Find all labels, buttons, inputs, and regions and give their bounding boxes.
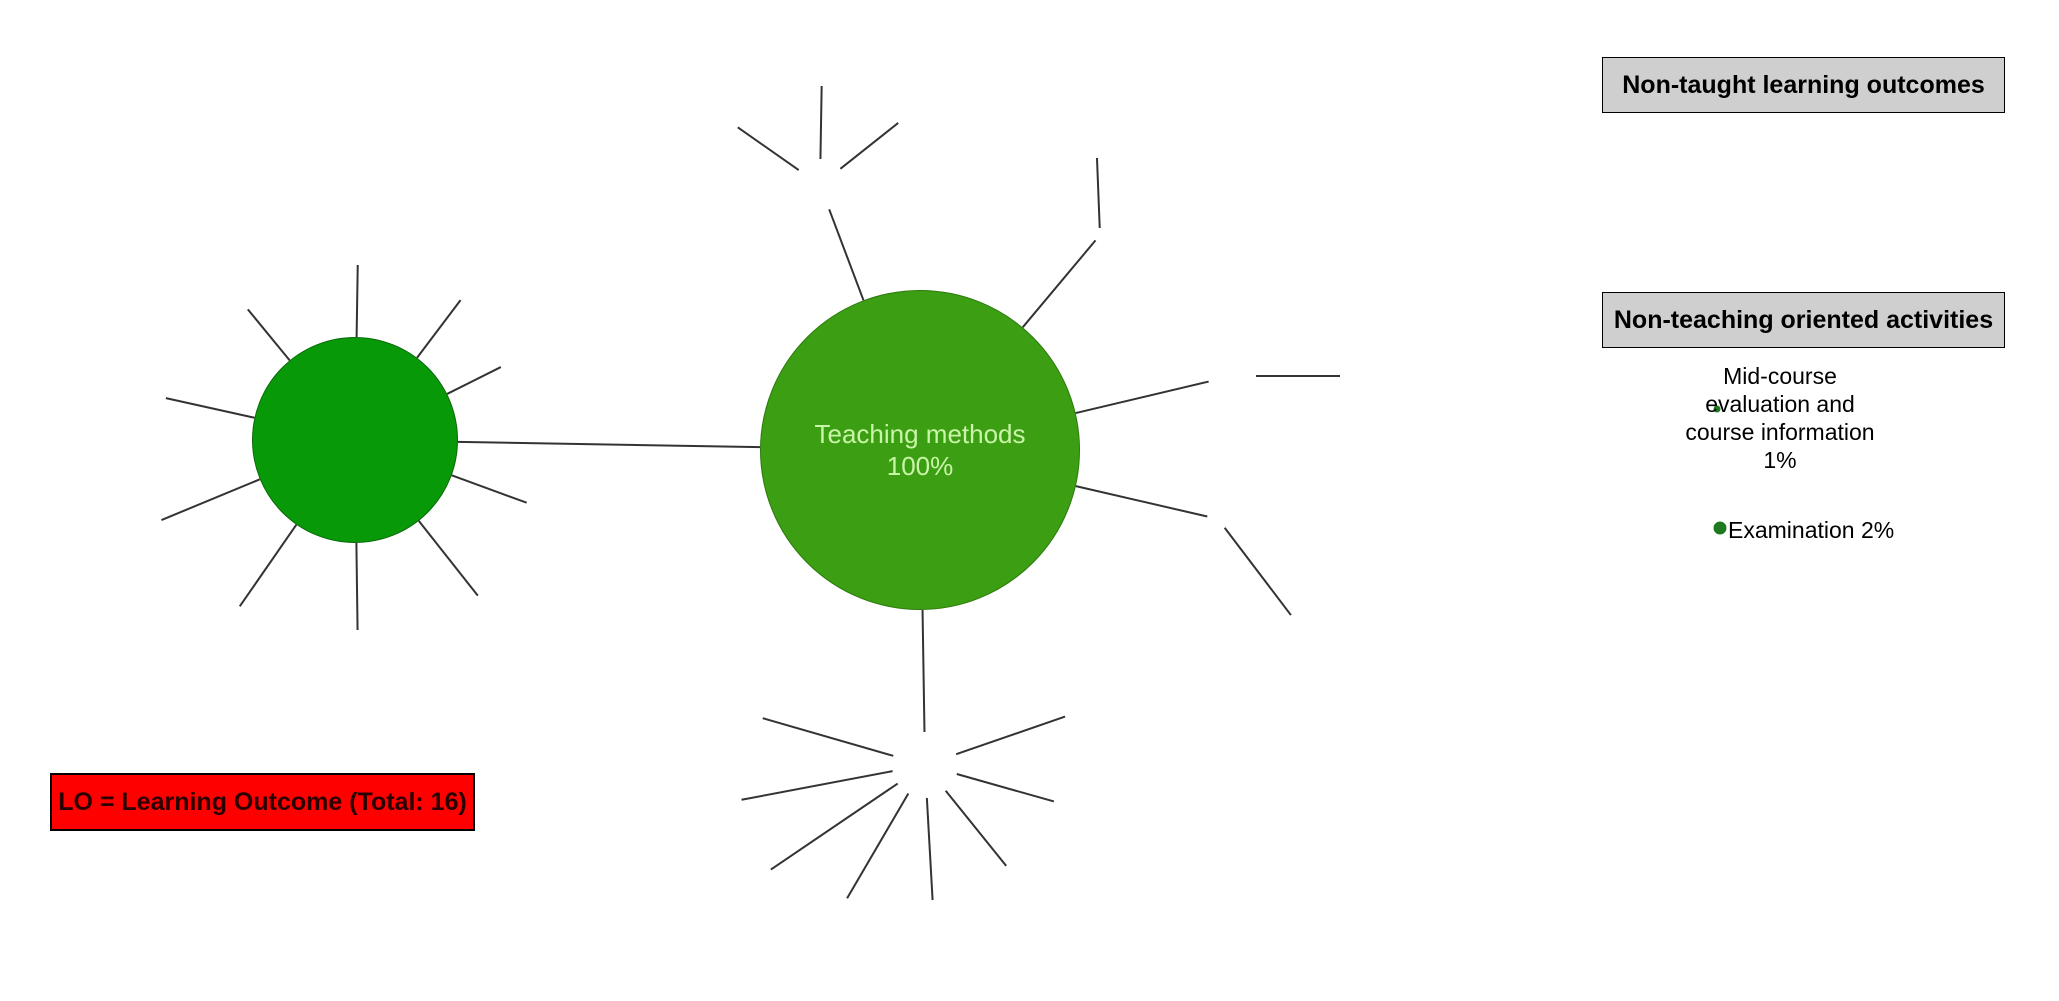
edge-line xyxy=(238,524,298,607)
edge-line xyxy=(1075,485,1208,518)
node-teaching-methods[interactable]: Teaching methods 100% xyxy=(760,290,1080,610)
edge-line xyxy=(418,520,479,597)
edge-line xyxy=(1021,239,1097,328)
edge-line xyxy=(1095,157,1101,229)
legend-midcourse-line1: Mid-course xyxy=(1723,363,1837,389)
edge-line xyxy=(770,782,899,871)
edge-line xyxy=(457,440,761,449)
legend-midcourse-text: Mid-course evaluation and course informa… xyxy=(1615,362,1945,474)
legend-midcourse-line3: course information xyxy=(1685,419,1875,446)
hub-label-line1: Teaching methods xyxy=(814,418,1026,449)
edge-line xyxy=(165,397,255,419)
edge-line xyxy=(762,717,894,757)
midcourse-dot-icon xyxy=(1713,405,1721,413)
edge-line xyxy=(955,715,1066,756)
edge-line xyxy=(161,478,261,521)
edge-line xyxy=(451,474,527,504)
edge-line xyxy=(925,797,934,901)
learning-outcome-key-box: LO = Learning Outcome (Total: 16) xyxy=(50,773,475,831)
edge-line xyxy=(839,122,899,170)
edge-line xyxy=(828,208,865,301)
node-clinical-training[interactable] xyxy=(252,337,458,543)
edge-line xyxy=(944,790,1007,867)
edge-line xyxy=(741,770,893,801)
edge-line xyxy=(446,366,502,395)
edge-line xyxy=(355,542,359,631)
legend-examination-label: Examination 2% xyxy=(1728,517,1895,543)
legend-examination-text: Examination 2% xyxy=(1728,516,1894,544)
edge-line xyxy=(416,299,462,359)
legend-non-teaching-header: Non-teaching oriented activities xyxy=(1602,292,2005,348)
edge-line xyxy=(1075,380,1209,415)
legend-midcourse-line4: 1% xyxy=(1763,447,1797,474)
hub-label: Teaching methods 100% xyxy=(814,418,1025,483)
examination-dot-icon xyxy=(1713,521,1727,535)
edge-line xyxy=(355,264,359,338)
legend-non-taught-title: Non-taught learning outcomes xyxy=(1622,70,1985,99)
edge-line xyxy=(921,609,926,733)
learning-outcome-key-label: LO = Learning Outcome (Total: 16) xyxy=(58,787,467,816)
legend-non-taught-header: Non-taught learning outcomes xyxy=(1602,57,2005,113)
edge-line xyxy=(846,792,910,899)
edge-line xyxy=(737,126,800,171)
edge-line xyxy=(819,85,823,160)
hub-label-line2: 100% xyxy=(886,451,954,481)
edge-line xyxy=(956,773,1055,803)
legend-midcourse-line2: evaluation and xyxy=(1705,391,1855,418)
edge-line xyxy=(1223,527,1292,616)
edge-line xyxy=(247,308,291,362)
legend-non-teaching-title: Non-teaching oriented activities xyxy=(1613,305,1994,334)
